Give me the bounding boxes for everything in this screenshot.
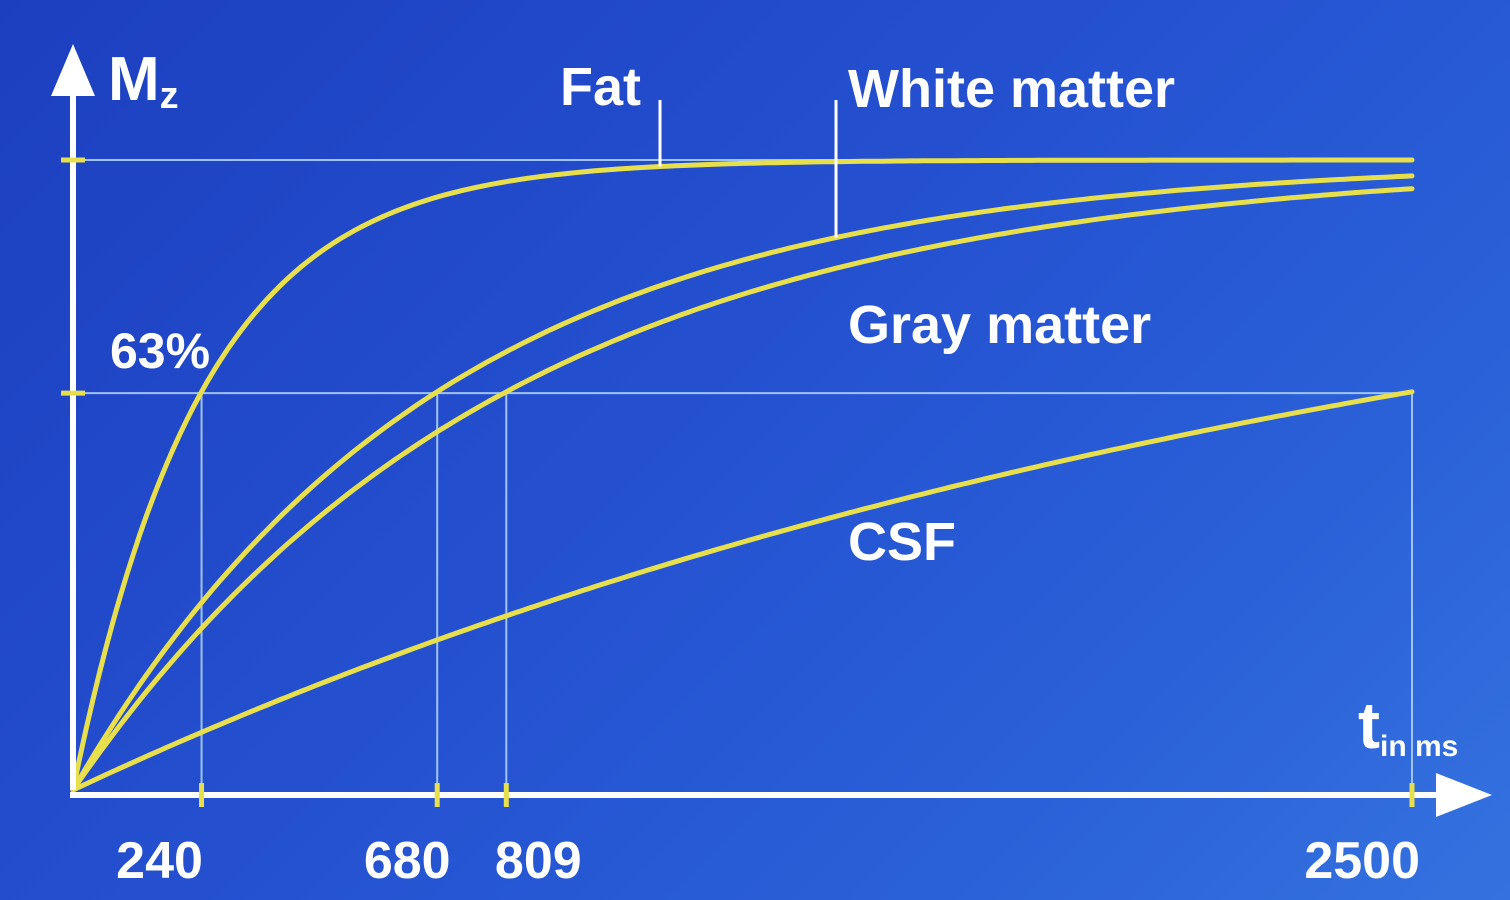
axis-ticks: 240 680 809 2500 bbox=[61, 157, 1420, 890]
series-label-gray-matter: Gray matter bbox=[848, 295, 1151, 355]
series-label-csf: CSF bbox=[848, 512, 956, 572]
recovery-curve bbox=[70, 173, 1415, 793]
labels: Mz tin ms 63% Fat White matter Gray matt… bbox=[108, 45, 1458, 763]
recovery-curve bbox=[70, 389, 1415, 793]
grid-lines bbox=[73, 159, 1413, 790]
threshold-label: 63% bbox=[110, 323, 210, 379]
series-label-white-matter: White matter bbox=[848, 59, 1175, 119]
x-axis-arrow bbox=[1436, 773, 1492, 817]
series-label-fat: Fat bbox=[560, 57, 641, 117]
y-axis-arrow bbox=[51, 44, 95, 96]
x-tick-label: 680 bbox=[364, 832, 451, 890]
x-tick-label: 240 bbox=[116, 832, 203, 890]
x-tick-label: 809 bbox=[495, 832, 582, 890]
recovery-curves bbox=[70, 100, 1415, 793]
x-axis-label: tin ms bbox=[1358, 688, 1458, 763]
recovery-curve bbox=[70, 157, 1415, 793]
recovery-curve bbox=[70, 186, 1415, 793]
x-tick-label: 2500 bbox=[1304, 832, 1420, 890]
y-axis-label: Mz bbox=[108, 45, 179, 117]
axes bbox=[51, 44, 1492, 817]
